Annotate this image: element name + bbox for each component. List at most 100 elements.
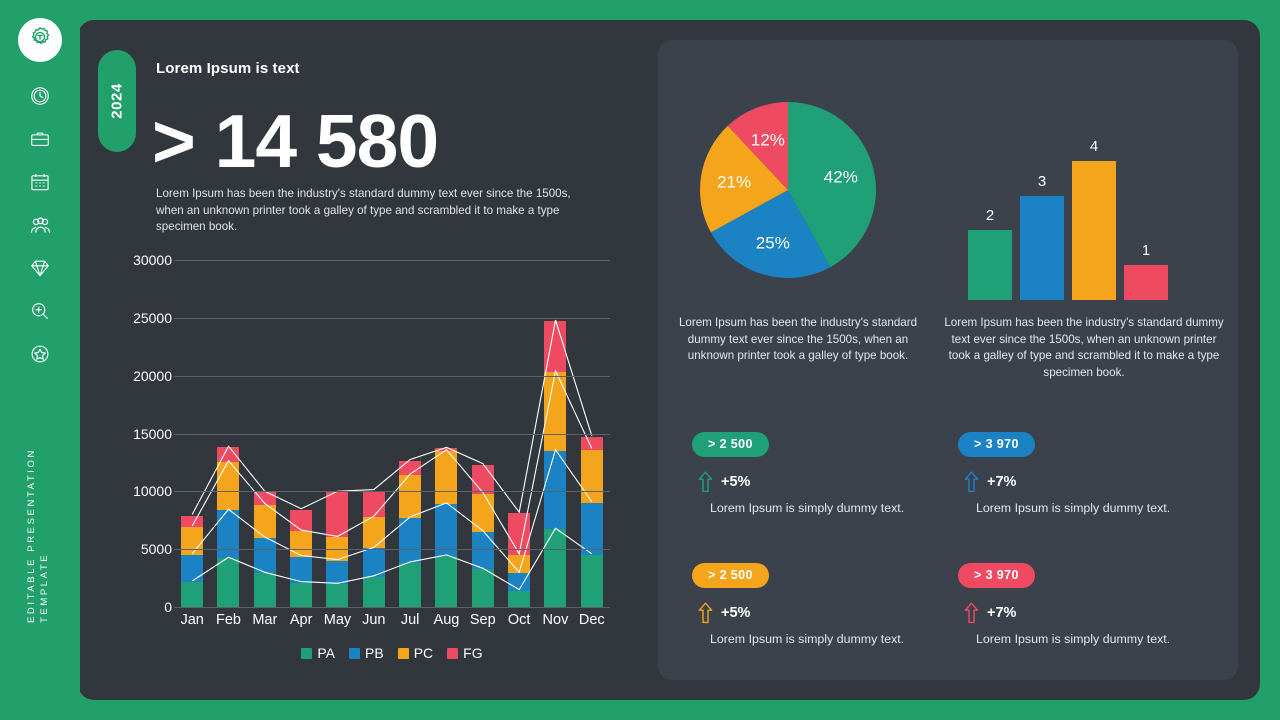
mini-bar-slot[interactable] [1020, 195, 1064, 300]
bar-stack[interactable] [217, 447, 240, 608]
bar-segment-pb[interactable] [253, 538, 276, 574]
bar-stack[interactable] [326, 492, 349, 608]
y-axis-tick: 5000 [140, 541, 172, 558]
gridline [174, 317, 610, 319]
legend-label: PA [317, 645, 336, 661]
kpi-card-4: > 3 970 +7% Lorem Ipsum is simply dummy te… [958, 563, 1224, 646]
bar-segment-pb[interactable] [290, 556, 313, 583]
sidebar-item-zoom-in[interactable] [22, 293, 58, 329]
pie-slice[interactable] [710, 190, 831, 278]
bar-stack[interactable] [508, 513, 531, 608]
sidebar-item-clock[interactable] [22, 78, 58, 114]
bar-segment-pc[interactable] [217, 461, 240, 511]
bar-segment-pa[interactable] [290, 582, 313, 608]
bar-segment-pa[interactable] [217, 558, 240, 608]
bar-segment-fg[interactable] [253, 492, 276, 505]
mini-bar-slot[interactable] [968, 230, 1012, 300]
bar-segment-fg[interactable] [580, 436, 603, 450]
bar-segment-pc[interactable] [508, 554, 531, 574]
bar-segment-pb[interactable] [471, 531, 494, 570]
bar-segment-pc[interactable] [435, 450, 458, 504]
bar-segment-pc[interactable] [290, 531, 313, 557]
mini-bar[interactable] [1072, 160, 1116, 300]
bar-segment-pc[interactable] [544, 372, 567, 451]
mini-bar[interactable] [1020, 195, 1064, 300]
legend-item[interactable]: PC [397, 645, 433, 661]
sidebar-item-users[interactable] [22, 207, 58, 243]
bar-segment-pb[interactable] [580, 502, 603, 555]
bar-segment-pc[interactable] [471, 493, 494, 532]
bar-segment-pa[interactable] [471, 569, 494, 608]
bar-segment-pc[interactable] [362, 517, 385, 549]
bar-segment-pc[interactable] [326, 537, 349, 561]
bar-segment-pb[interactable] [399, 517, 422, 563]
bar-segment-pa[interactable] [435, 555, 458, 608]
x-axis-tick: Aug [433, 612, 460, 628]
kpi-note: Lorem Ipsum is simply dummy text. [710, 632, 905, 646]
kpi-pill[interactable]: > 3 970 [958, 432, 1035, 457]
bar-slot[interactable] [247, 261, 283, 608]
bar-stack[interactable] [362, 490, 385, 608]
bar-slot[interactable] [574, 261, 610, 608]
x-axis-tick: Oct [507, 612, 531, 628]
pie-slice[interactable] [727, 102, 788, 190]
bar-segment-pa[interactable] [508, 590, 531, 608]
bar-slot[interactable] [428, 261, 464, 608]
bar-segment-pa[interactable] [399, 562, 422, 608]
bar-segment-pa[interactable] [326, 584, 349, 608]
app-logo[interactable] [18, 18, 62, 62]
bar-segment-pa[interactable] [181, 581, 204, 608]
bar-stack[interactable] [580, 436, 603, 608]
sidebar-item-star-badge[interactable] [22, 336, 58, 372]
bar-segment-fg[interactable] [181, 515, 204, 528]
bar-segment-pa[interactable] [544, 529, 567, 608]
bar-segment-pa[interactable] [580, 554, 603, 608]
bar-segment-pa[interactable] [362, 576, 385, 608]
bar-stack[interactable] [290, 509, 313, 608]
bar-slot[interactable] [319, 261, 355, 608]
bar-segment-pb[interactable] [326, 560, 349, 585]
bar-segment-pc[interactable] [580, 449, 603, 503]
briefcase-icon [29, 128, 51, 150]
bar-segment-fg[interactable] [544, 321, 567, 373]
bar-segment-pc[interactable] [399, 475, 422, 518]
distribution-pie-chart: 42% 25% 21% 12% [698, 100, 878, 280]
legend-item[interactable]: PA [301, 645, 335, 661]
bar-slot[interactable] [392, 261, 428, 608]
ranking-bar-chart: 2 3 4 1 [968, 100, 1198, 300]
bar-slot[interactable] [210, 261, 246, 608]
kpi-pill[interactable]: > 2 500 [692, 432, 769, 457]
sidebar-item-calendar[interactable] [22, 164, 58, 200]
pie-slice[interactable] [788, 102, 876, 268]
kpi-pill[interactable]: > 2 500 [692, 563, 769, 588]
bar-slot[interactable] [356, 261, 392, 608]
bar-segment-pb[interactable] [435, 503, 458, 556]
bar-segment-pb[interactable] [181, 554, 204, 582]
bar-stack[interactable] [471, 464, 494, 608]
bar-stack[interactable] [399, 460, 422, 608]
bar-segment-pc[interactable] [253, 504, 276, 539]
bar-segment-pb[interactable] [217, 510, 240, 559]
bar-slot[interactable] [501, 261, 537, 608]
sidebar-item-diamond[interactable] [22, 250, 58, 286]
legend-swatch [301, 647, 313, 659]
bar-segment-fg[interactable] [326, 492, 349, 538]
kpi-pill[interactable]: > 3 970 [958, 563, 1035, 588]
bar-segment-pb[interactable] [362, 548, 385, 577]
bar-slot[interactable] [283, 261, 319, 608]
bar-slot[interactable] [465, 261, 501, 608]
bar-stack[interactable] [435, 448, 458, 608]
mini-bar-slot[interactable] [1072, 160, 1116, 300]
sidebar-item-briefcase[interactable] [22, 121, 58, 157]
mini-bar[interactable] [968, 230, 1012, 300]
pie-slice[interactable] [700, 125, 788, 233]
bar-segment-pa[interactable] [253, 573, 276, 608]
dashboard-card: 2024 Lorem Ipsum is text > 14 580 Lorem … [78, 20, 1260, 700]
legend-item[interactable]: PB [349, 645, 384, 661]
mini-bar[interactable] [1124, 265, 1168, 300]
legend-item[interactable]: FG [447, 645, 483, 661]
kpi-note: Lorem Ipsum is simply dummy text. [976, 632, 1171, 646]
bar-stack[interactable] [253, 492, 276, 608]
bar-segment-fg[interactable] [217, 447, 240, 462]
mini-bar-slot[interactable] [1124, 265, 1168, 300]
